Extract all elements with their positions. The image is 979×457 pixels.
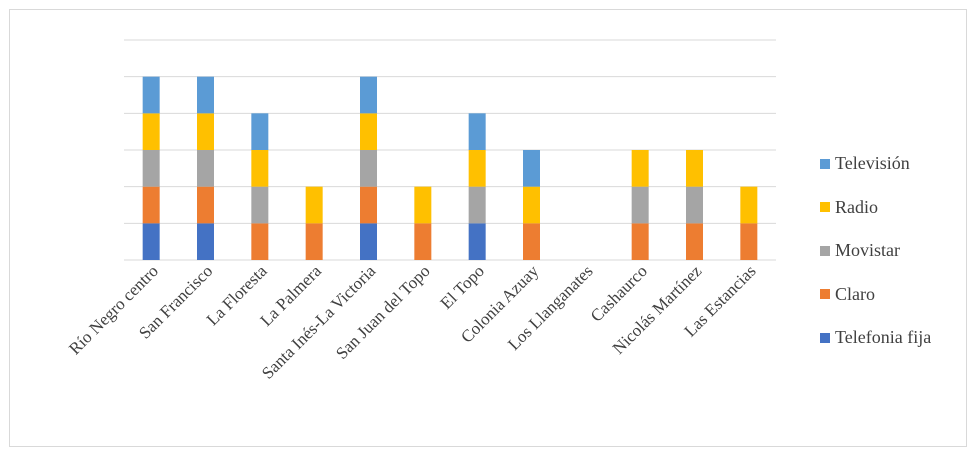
bar-segment <box>251 150 269 187</box>
legend-swatch <box>820 332 830 343</box>
bar-segment <box>305 186 323 224</box>
bar-segment <box>197 223 214 260</box>
bar-segment <box>142 113 160 150</box>
bar-segment <box>523 223 540 260</box>
bar-segment <box>686 150 703 187</box>
bar-segment <box>631 223 649 260</box>
bar-segment <box>142 186 160 224</box>
bar-segment <box>197 150 214 187</box>
bar-segment <box>523 186 540 224</box>
bar-segment <box>251 223 269 260</box>
bar-segment <box>468 150 486 187</box>
bar-segment <box>360 113 377 150</box>
bar-segment <box>686 186 703 224</box>
bar-segment <box>414 186 432 224</box>
x-tick-label: San Juan del Topo <box>332 261 434 363</box>
legend-item: Telefonia fija <box>820 316 970 360</box>
bar-segment <box>686 223 703 260</box>
legend-label: Claro <box>835 283 875 304</box>
bar-segment <box>305 223 323 260</box>
bar-segment <box>740 223 758 260</box>
bar-segment <box>251 186 269 224</box>
legend-swatch <box>820 202 830 213</box>
legend-swatch <box>820 289 830 300</box>
bar-segment <box>414 223 432 260</box>
bar-segment <box>740 186 758 224</box>
bar-segment <box>468 113 486 150</box>
bar-segment <box>142 150 160 187</box>
bar-segment <box>197 113 214 150</box>
bar-segment <box>142 223 160 260</box>
legend-label: Televisión <box>835 153 910 174</box>
legend-item: Claro <box>820 273 970 317</box>
legend: Televisión Radio Movistar Claro Telefonia fi… <box>820 142 970 360</box>
bar-segment <box>360 150 377 187</box>
bar-segment <box>197 186 214 224</box>
bar-segment <box>468 223 486 260</box>
gridlines <box>124 39 776 261</box>
bar-segment <box>360 76 377 114</box>
bar-segment <box>142 76 160 114</box>
bar-segment <box>631 186 649 224</box>
legend-swatch <box>820 245 830 256</box>
legend-swatch <box>820 158 830 169</box>
legend-item: Televisión <box>820 142 970 186</box>
bar-segment <box>360 186 377 224</box>
bar-segment <box>360 223 377 260</box>
bar-segment <box>197 76 214 114</box>
legend-item: Radio <box>820 186 970 230</box>
bar-segment <box>468 186 486 224</box>
bar-segment <box>631 150 649 187</box>
x-tick-label: Río Negro centro <box>65 261 162 358</box>
chart-frame <box>9 9 967 447</box>
legend-label: Telefonia fija <box>835 327 932 348</box>
legend-label: Movistar <box>835 240 900 261</box>
bar-segment <box>251 113 269 150</box>
bars <box>142 76 758 260</box>
bar-segment <box>523 150 540 187</box>
x-tick-label: El Topo <box>437 261 488 312</box>
legend-item: Movistar <box>820 229 970 273</box>
legend-label: Radio <box>835 196 878 217</box>
